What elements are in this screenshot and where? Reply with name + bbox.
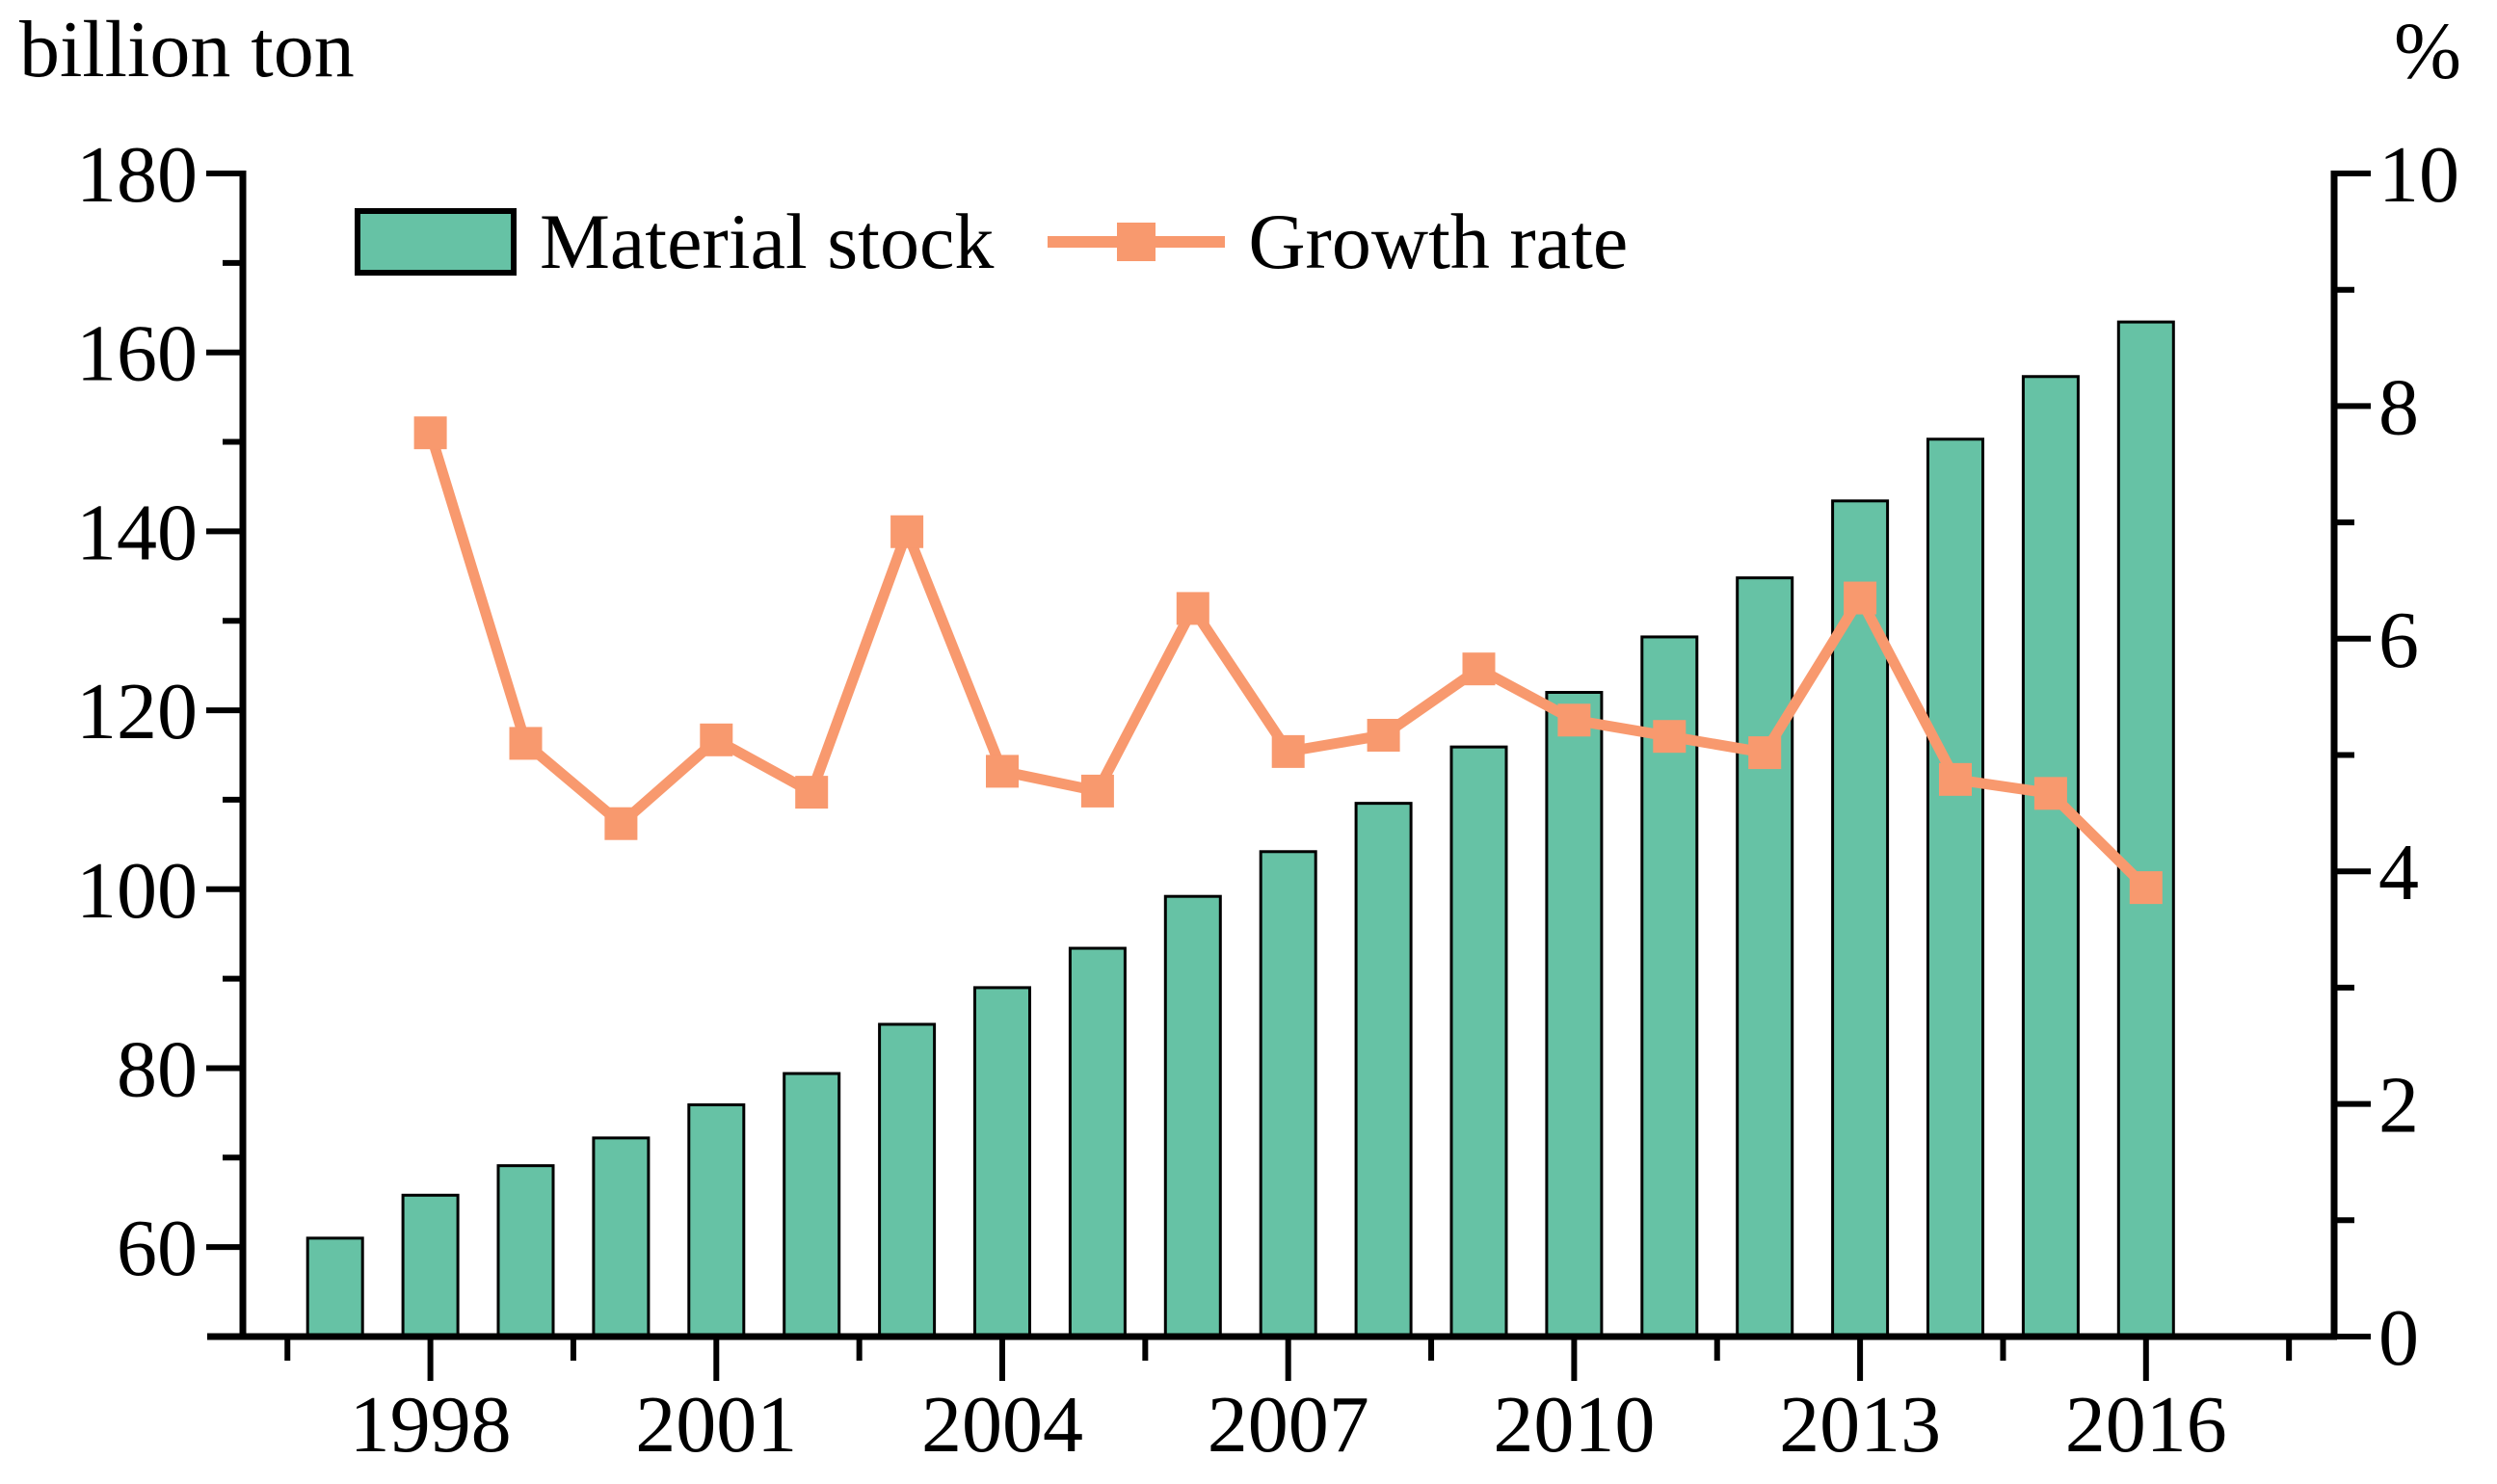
left-tick-label-140: 140 bbox=[76, 488, 198, 577]
growth-marker-2004 bbox=[986, 755, 1019, 788]
left-tick-label-60: 60 bbox=[117, 1204, 198, 1293]
bar-2002 bbox=[783, 1072, 841, 1338]
bar-2007 bbox=[1259, 850, 1317, 1338]
right-tick-label-2: 2 bbox=[2378, 1061, 2419, 1151]
bar-1997 bbox=[305, 1236, 364, 1338]
growth-marker-2003 bbox=[890, 515, 924, 548]
left-tick-label-80: 80 bbox=[117, 1024, 198, 1114]
left-axis-unit-label: billion ton bbox=[19, 5, 355, 94]
bar-2003 bbox=[878, 1022, 937, 1338]
growth-marker-2016 bbox=[2129, 871, 2163, 905]
growth-marker-2013 bbox=[1844, 581, 1877, 615]
x-tick-label-1998: 1998 bbox=[350, 1380, 512, 1470]
legend: Material stock Growth rate bbox=[355, 202, 1628, 281]
growth-marker-2014 bbox=[1939, 762, 1972, 796]
bar-2016 bbox=[2116, 320, 2175, 1338]
growth-marker-1999 bbox=[509, 727, 543, 760]
right-tick-label-6: 6 bbox=[2378, 596, 2419, 685]
growth-marker-2006 bbox=[1176, 592, 1209, 625]
growth-marker-1998 bbox=[413, 416, 447, 450]
bar-2010 bbox=[1545, 691, 1604, 1338]
growth-marker-2001 bbox=[700, 723, 733, 756]
legend-label-material-stock: Material stock bbox=[540, 198, 995, 285]
x-tick-label-2007: 2007 bbox=[1208, 1380, 1369, 1470]
right-tick-label-0: 0 bbox=[2378, 1293, 2419, 1383]
bar-2000 bbox=[592, 1136, 651, 1338]
growth-marker-2015 bbox=[2033, 777, 2067, 810]
growth-marker-2011 bbox=[1653, 720, 1687, 754]
right-tick-label-4: 4 bbox=[2378, 828, 2419, 917]
bar-2001 bbox=[687, 1103, 746, 1338]
bar-2014 bbox=[1926, 437, 1984, 1338]
bar-2008 bbox=[1354, 802, 1413, 1338]
left-tick-label-120: 120 bbox=[76, 667, 198, 756]
bar-2005 bbox=[1068, 946, 1127, 1338]
left-tick-label-180: 180 bbox=[76, 130, 198, 220]
bar-2006 bbox=[1163, 894, 1222, 1338]
growth-marker-2008 bbox=[1367, 718, 1400, 752]
x-tick-label-2013: 2013 bbox=[1779, 1380, 1941, 1470]
x-tick-label-2001: 2001 bbox=[635, 1380, 797, 1470]
bar-2015 bbox=[2021, 375, 2080, 1338]
bar-2004 bbox=[973, 986, 1031, 1338]
bar-2011 bbox=[1640, 635, 1699, 1338]
growth-marker-2009 bbox=[1462, 652, 1496, 686]
bar-2012 bbox=[1736, 576, 1794, 1338]
right-tick-label-10: 10 bbox=[2378, 130, 2459, 220]
x-tick-label-2004: 2004 bbox=[921, 1380, 1083, 1470]
x-tick-label-2016: 2016 bbox=[2065, 1380, 2227, 1470]
right-axis-unit-label: % bbox=[2394, 7, 2461, 96]
bar-1999 bbox=[496, 1164, 555, 1338]
left-tick-label-160: 160 bbox=[76, 309, 198, 399]
bar-1998 bbox=[401, 1193, 460, 1338]
growth-marker-2005 bbox=[1080, 774, 1114, 808]
bar-2009 bbox=[1449, 745, 1508, 1338]
legend-item-material-stock: Material stock bbox=[355, 202, 994, 281]
growth-rate-line-swatch bbox=[1048, 223, 1226, 261]
growth-marker-2002 bbox=[795, 776, 829, 809]
right-tick-label-8: 8 bbox=[2378, 362, 2419, 452]
legend-label-growth-rate: Growth rate bbox=[1248, 198, 1629, 285]
x-tick-label-2010: 2010 bbox=[1493, 1380, 1655, 1470]
left-tick-label-100: 100 bbox=[76, 846, 198, 936]
growth-marker-2007 bbox=[1271, 734, 1305, 768]
material-stock-swatch bbox=[355, 208, 517, 276]
legend-item-growth-rate: Growth rate bbox=[994, 202, 1628, 281]
growth-rate-marker-icon bbox=[1117, 223, 1156, 261]
growth-marker-2000 bbox=[604, 807, 638, 840]
growth-marker-2012 bbox=[1748, 736, 1782, 770]
growth-marker-2010 bbox=[1557, 703, 1591, 737]
